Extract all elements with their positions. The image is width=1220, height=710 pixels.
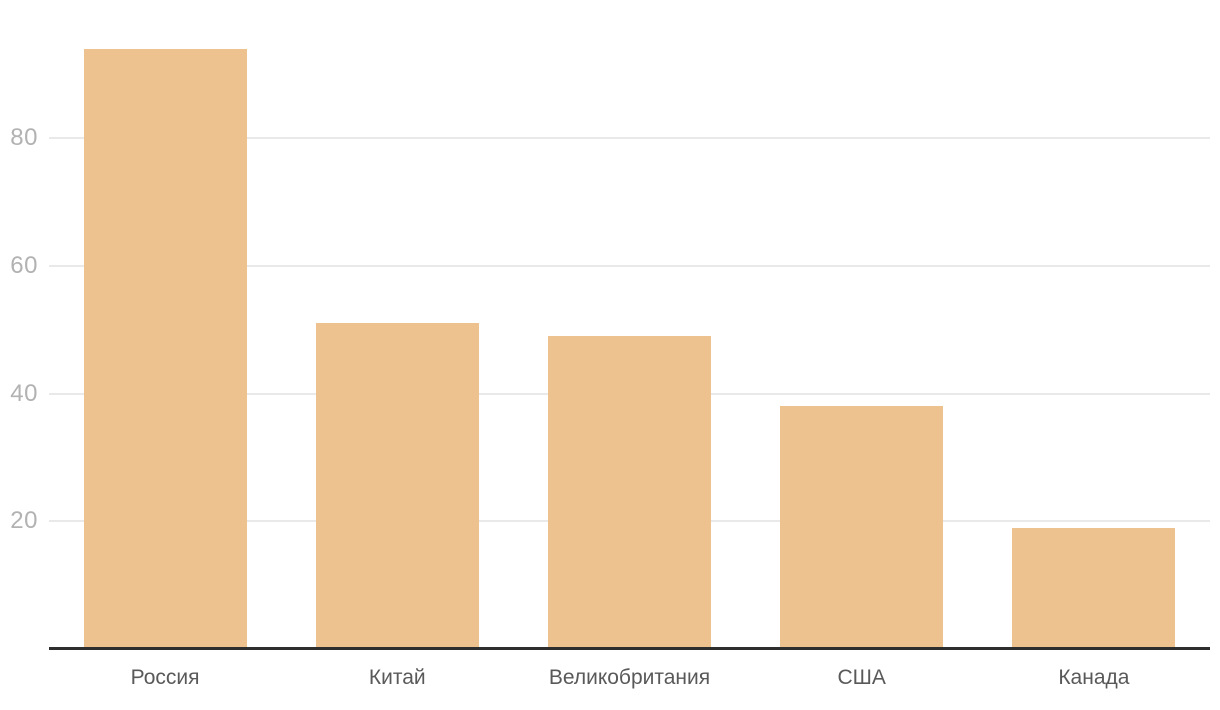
y-tick-label: 80 — [10, 124, 38, 151]
y-tick-label: 40 — [10, 379, 38, 407]
x-label-uk: Великобритания — [548, 666, 711, 689]
bar-uk[interactable] — [548, 336, 711, 649]
x-label-canada: Канада — [1058, 666, 1130, 689]
bar-russia[interactable] — [83, 48, 247, 649]
x-label-usa: США — [837, 666, 886, 689]
x-axis-line — [49, 647, 1210, 650]
bar-canada[interactable] — [1012, 527, 1176, 649]
gridline — [49, 264, 1210, 267]
bar-usa[interactable] — [780, 406, 944, 649]
y-tick-label: 60 — [10, 251, 38, 279]
x-label-china: Китай — [368, 666, 426, 689]
bar-china[interactable] — [315, 323, 479, 649]
x-label-russia: Россия — [130, 666, 200, 689]
gridline — [49, 137, 1210, 139]
y-tick-label: 20 — [10, 507, 38, 535]
